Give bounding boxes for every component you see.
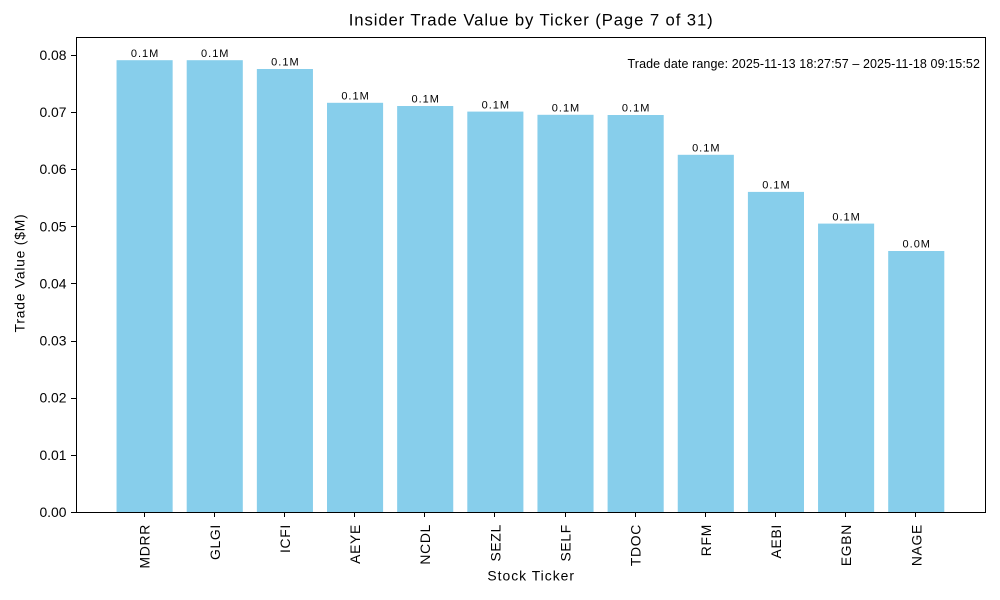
svg-text:0.02: 0.02 (39, 390, 66, 406)
svg-text:0.0M: 0.0M (903, 239, 931, 251)
svg-text:EGBN: EGBN (838, 524, 854, 566)
svg-text:0.1M: 0.1M (271, 57, 299, 69)
svg-text:0.1M: 0.1M (131, 48, 159, 60)
svg-text:NAGE: NAGE (908, 524, 924, 566)
svg-text:NCDL: NCDL (417, 524, 433, 565)
svg-text:0.1M: 0.1M (482, 99, 510, 111)
svg-text:GLGI: GLGI (207, 524, 223, 560)
svg-text:AEYE: AEYE (347, 524, 363, 564)
svg-text:Trade date range: 2025-11-13 1: Trade date range: 2025-11-13 18:27:57 – … (628, 57, 980, 71)
svg-text:AEBI: AEBI (768, 524, 784, 558)
svg-text:0.1M: 0.1M (201, 48, 229, 60)
svg-text:0.08: 0.08 (39, 47, 66, 63)
svg-text:TDOC: TDOC (628, 524, 644, 566)
svg-text:0.07: 0.07 (39, 104, 66, 120)
svg-text:0.1M: 0.1M (552, 103, 580, 115)
svg-text:0.1M: 0.1M (762, 180, 790, 192)
svg-text:0.03: 0.03 (39, 333, 66, 349)
svg-text:0.1M: 0.1M (411, 94, 439, 106)
svg-text:0.1M: 0.1M (832, 211, 860, 223)
svg-text:Insider Trade Value by Ticker: Insider Trade Value by Ticker (Page 7 of… (349, 11, 714, 30)
svg-text:Trade Value ($M): Trade Value ($M) (12, 214, 28, 333)
svg-text:0.1M: 0.1M (341, 91, 369, 103)
svg-text:0.04: 0.04 (39, 275, 66, 291)
svg-text:0.1M: 0.1M (622, 103, 650, 115)
svg-text:SELF: SELF (558, 524, 574, 562)
svg-text:SEZL: SEZL (487, 524, 503, 562)
svg-text:MDRR: MDRR (137, 524, 153, 568)
svg-text:0.00: 0.00 (39, 504, 66, 520)
svg-text:0.1M: 0.1M (692, 143, 720, 155)
svg-text:Stock Ticker: Stock Ticker (487, 567, 575, 583)
svg-text:0.05: 0.05 (39, 218, 66, 234)
svg-text:RFM: RFM (698, 524, 714, 556)
svg-text:ICFI: ICFI (277, 524, 293, 553)
svg-text:0.01: 0.01 (39, 447, 66, 463)
svg-text:0.06: 0.06 (39, 161, 66, 177)
